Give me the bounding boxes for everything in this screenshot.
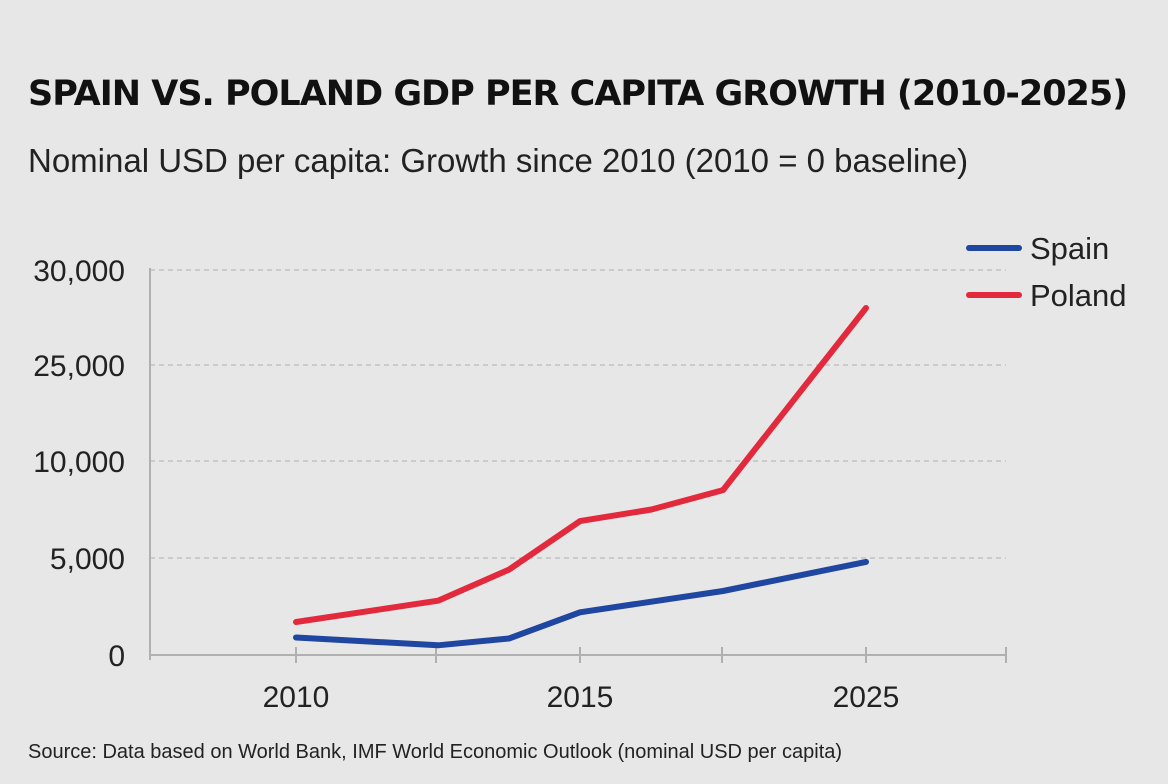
series-lines — [293, 305, 869, 649]
legend-label-spain: Spain — [1030, 231, 1109, 266]
x-tick-label: 2015 — [547, 681, 614, 714]
x-tick-label: 2025 — [833, 681, 900, 714]
y-tick-label: 5,000 — [50, 543, 125, 576]
legend-label-poland: Poland — [1030, 278, 1127, 313]
grid-lines — [150, 269, 1006, 559]
y-tick-label: 25,000 — [33, 350, 125, 383]
y-tick-labels: 0 5,000 10,000 25,000 30,000 — [33, 255, 125, 673]
y-tick-label: 10,000 — [33, 446, 125, 479]
y-tick-label: 30,000 — [33, 255, 125, 288]
x-tick-labels: 2010 2015 2025 — [263, 681, 900, 714]
series-line-poland — [293, 305, 869, 625]
chart-title: SPAIN VS. POLAND GDP PER CAPITA GROWTH (… — [28, 74, 1128, 114]
chart-subtitle: Nominal USD per capita: Growth since 201… — [28, 142, 969, 179]
x-tick-label: 2010 — [263, 681, 330, 714]
legend: Spain Poland — [966, 231, 1127, 313]
source-note: Source: Data based on World Bank, IMF Wo… — [28, 741, 843, 763]
y-tick-label: 0 — [108, 640, 125, 673]
axes — [149, 268, 1007, 663]
series-line-spain — [293, 558, 869, 649]
